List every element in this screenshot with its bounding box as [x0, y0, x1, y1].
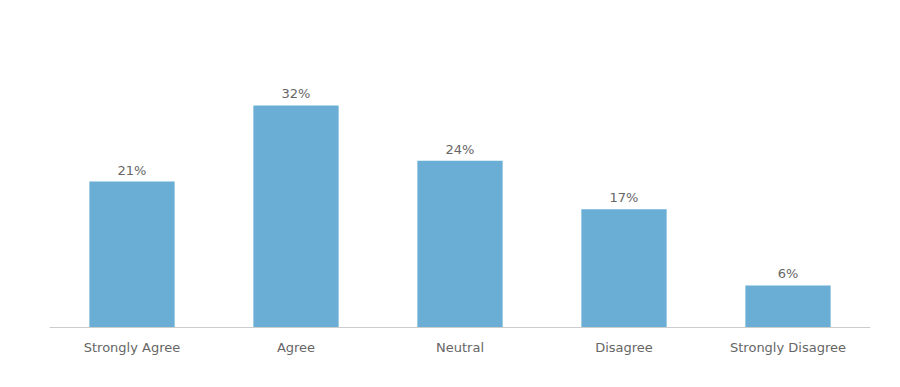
svg-text:17%: 17% — [610, 190, 639, 205]
svg-text:32%: 32% — [282, 86, 311, 101]
svg-text:Strongly Agree: Strongly Agree — [84, 340, 181, 355]
svg-text:24%: 24% — [446, 142, 475, 157]
svg-text:Agree: Agree — [277, 340, 315, 355]
svg-text:Disagree: Disagree — [595, 340, 653, 355]
svg-text:21%: 21% — [118, 163, 147, 178]
svg-text:Strongly Disagree: Strongly Disagree — [730, 340, 846, 355]
svg-text:6%: 6% — [778, 266, 799, 281]
svg-text:Neutral: Neutral — [436, 340, 484, 355]
